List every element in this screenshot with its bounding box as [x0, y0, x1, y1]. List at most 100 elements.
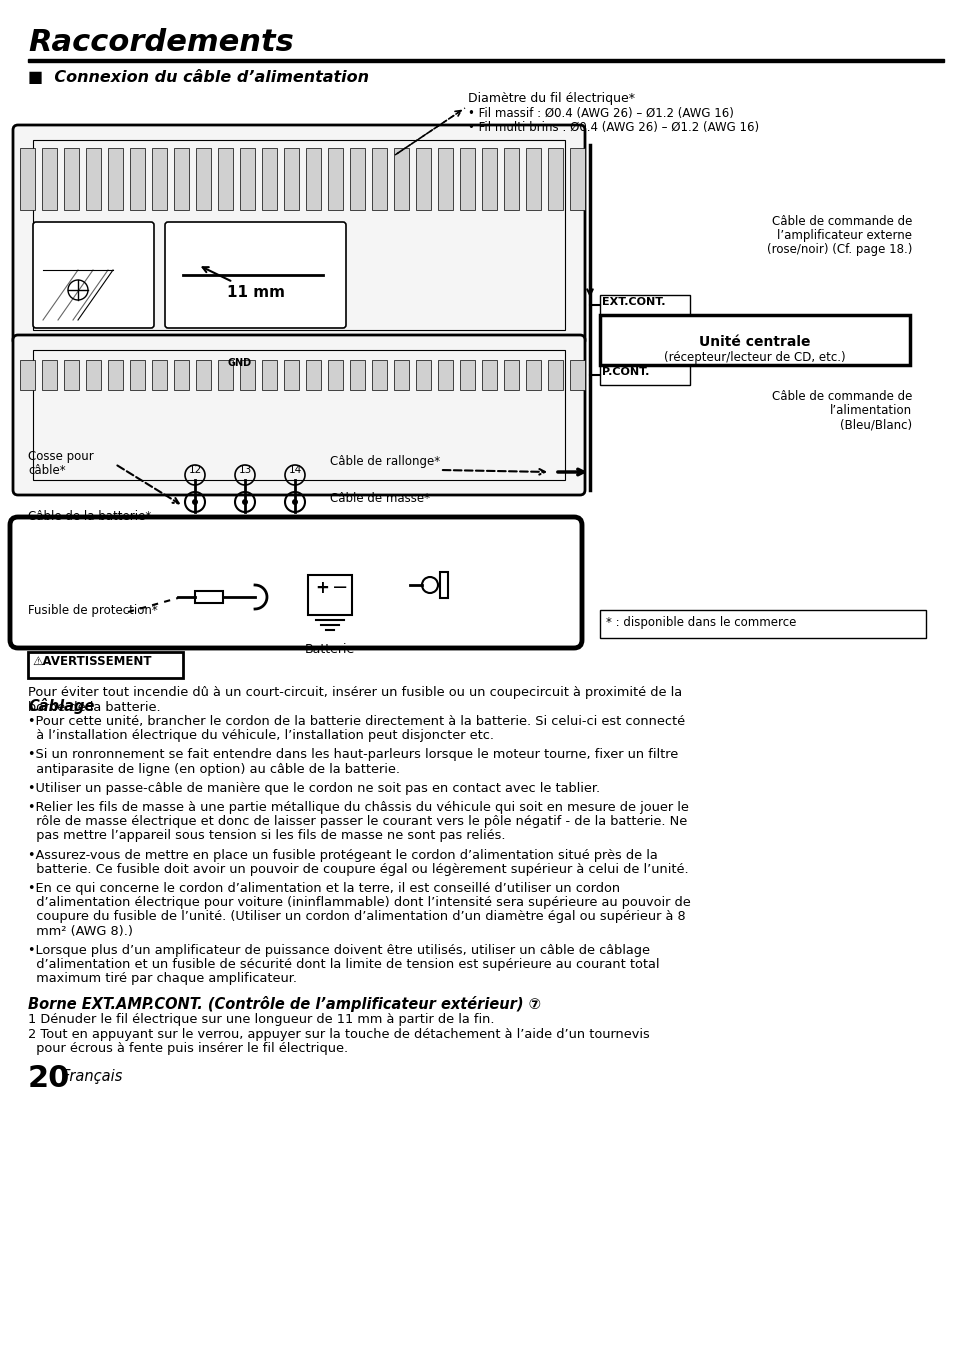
FancyBboxPatch shape — [13, 335, 584, 495]
Bar — [328, 147, 343, 210]
Bar — [284, 147, 298, 210]
Bar — [547, 147, 562, 210]
Circle shape — [292, 499, 297, 506]
Text: (récepteur/lecteur de CD, etc.): (récepteur/lecteur de CD, etc.) — [663, 352, 845, 364]
Bar — [350, 147, 365, 210]
Text: • Fil multi brins : Ø0.4 (AWG 26) – Ø1.2 (AWG 16): • Fil multi brins : Ø0.4 (AWG 26) – Ø1.2… — [468, 120, 759, 134]
Text: d’alimentation et un fusible de sécurité dont la limite de tension est supérieur: d’alimentation et un fusible de sécurité… — [28, 959, 659, 971]
Circle shape — [192, 499, 198, 506]
Bar — [20, 147, 35, 210]
Bar — [284, 360, 298, 389]
Text: •Pour cette unité, brancher le cordon de la batterie directement à la batterie. : •Pour cette unité, brancher le cordon de… — [28, 715, 684, 727]
Text: (rose/noir) (Cf. page 18.): (rose/noir) (Cf. page 18.) — [766, 243, 911, 256]
Bar — [152, 147, 167, 210]
Text: • Fil massif : Ø0.4 (AWG 26) – Ø1.2 (AWG 16): • Fil massif : Ø0.4 (AWG 26) – Ø1.2 (AWG… — [468, 107, 733, 120]
Text: Fusible de protection*: Fusible de protection* — [28, 604, 157, 617]
Bar — [599, 365, 689, 385]
Text: Borne EXT.AMP.CONT. (Contrôle de l’amplificateur extérieur) ⑦: Borne EXT.AMP.CONT. (Contrôle de l’ampli… — [28, 996, 540, 1013]
Text: +: + — [314, 579, 329, 598]
Bar — [525, 360, 540, 389]
Text: antiparasite de ligne (en option) au câble de la batterie.: antiparasite de ligne (en option) au câb… — [28, 763, 399, 776]
Bar — [437, 360, 453, 389]
Bar — [33, 141, 564, 330]
Bar — [130, 360, 145, 389]
Bar — [569, 147, 584, 210]
Bar — [33, 350, 564, 480]
Text: Câblage: Câblage — [28, 698, 94, 714]
Text: coupure du fusible de l’unité. (Utiliser un cordon d’alimentation d’un diamètre : coupure du fusible de l’unité. (Utiliser… — [28, 910, 685, 923]
Text: •En ce qui concerne le cordon d’alimentation et la terre, il est conseillé d’uti: •En ce qui concerne le cordon d’alimenta… — [28, 882, 619, 895]
Bar — [599, 610, 925, 638]
Bar — [173, 360, 189, 389]
Text: •Assurez-vous de mettre en place un fusible protégeant le cordon d’alimentation : •Assurez-vous de mettre en place un fusi… — [28, 849, 657, 861]
Text: Diamètre du fil électrique*: Diamètre du fil électrique* — [468, 92, 635, 105]
Text: l’alimentation: l’alimentation — [829, 404, 911, 416]
Text: pour écrous à fente puis insérer le fil électrique.: pour écrous à fente puis insérer le fil … — [28, 1042, 348, 1055]
Bar — [394, 360, 409, 389]
Bar — [372, 360, 387, 389]
Text: câble*: câble* — [28, 464, 66, 477]
Bar — [569, 360, 584, 389]
Bar — [599, 295, 689, 315]
Text: 14: 14 — [288, 465, 301, 475]
FancyBboxPatch shape — [165, 222, 346, 329]
Text: à l’installation électrique du véhicule, l’installation peut disjoncter etc.: à l’installation électrique du véhicule,… — [28, 729, 494, 742]
Bar — [547, 360, 562, 389]
Bar — [42, 147, 57, 210]
Text: 11 mm: 11 mm — [227, 285, 285, 300]
Bar — [218, 147, 233, 210]
Text: EXT.CONT.: EXT.CONT. — [601, 297, 665, 307]
Bar — [86, 147, 101, 210]
Text: batterie. Ce fusible doit avoir un pouvoir de coupure égal ou légèrement supérie: batterie. Ce fusible doit avoir un pouvo… — [28, 863, 688, 876]
Text: •Lorsque plus d’un amplificateur de puissance doivent être utilisés, utiliser un: •Lorsque plus d’un amplificateur de puis… — [28, 944, 649, 957]
Bar — [240, 147, 254, 210]
Bar — [308, 575, 352, 615]
Bar — [262, 360, 276, 389]
Text: ■  Connexion du câble d’alimentation: ■ Connexion du câble d’alimentation — [28, 70, 369, 85]
Text: rôle de masse électrique et donc de laisser passer le courant vers le pôle négat: rôle de masse électrique et donc de lais… — [28, 815, 686, 829]
Text: Cosse pour: Cosse pour — [28, 450, 93, 462]
Text: Câble de la batterie*: Câble de la batterie* — [28, 510, 152, 523]
Bar — [481, 147, 497, 210]
Bar — [28, 58, 943, 62]
Bar — [28, 652, 183, 677]
Text: mm² (AWG 8).): mm² (AWG 8).) — [28, 925, 132, 937]
Text: maximum tiré par chaque amplificateur.: maximum tiré par chaque amplificateur. — [28, 972, 296, 986]
Text: Câble de commande de: Câble de commande de — [771, 389, 911, 403]
Text: (Bleu/Blanc): (Bleu/Blanc) — [839, 418, 911, 431]
Text: −: − — [332, 579, 348, 598]
Bar — [64, 360, 79, 389]
Bar — [459, 360, 475, 389]
Text: 1 Dénuder le fil électrique sur une longueur de 11 mm à partir de la fin.: 1 Dénuder le fil électrique sur une long… — [28, 1014, 494, 1026]
Bar — [195, 147, 211, 210]
Text: 12: 12 — [188, 465, 201, 475]
Bar — [459, 147, 475, 210]
Text: * : disponible dans le commerce: * : disponible dans le commerce — [605, 617, 796, 629]
Bar — [218, 360, 233, 389]
Bar — [437, 147, 453, 210]
Bar — [130, 147, 145, 210]
Bar — [306, 147, 320, 210]
Bar — [503, 147, 518, 210]
Bar — [108, 147, 123, 210]
Text: 2 Tout en appuyant sur le verrou, appuyer sur la touche de détachement à l’aide : 2 Tout en appuyant sur le verrou, appuye… — [28, 1028, 649, 1041]
Text: 13: 13 — [238, 465, 252, 475]
Text: Batterie: Batterie — [305, 644, 355, 656]
Bar — [86, 360, 101, 389]
Bar — [394, 147, 409, 210]
Bar — [439, 572, 448, 598]
Bar — [481, 360, 497, 389]
Bar — [350, 360, 365, 389]
Bar — [525, 147, 540, 210]
Bar — [108, 360, 123, 389]
FancyBboxPatch shape — [13, 124, 584, 345]
Text: Pour éviter tout incendie dû à un court-circuit, insérer un fusible ou un coupec: Pour éviter tout incendie dû à un court-… — [28, 685, 681, 714]
Bar — [599, 315, 909, 365]
Text: Câble de rallonge*: Câble de rallonge* — [330, 456, 439, 468]
Text: GND: GND — [228, 358, 252, 368]
Bar — [416, 147, 431, 210]
Bar — [328, 360, 343, 389]
Bar — [262, 147, 276, 210]
Bar — [306, 360, 320, 389]
Bar — [173, 147, 189, 210]
